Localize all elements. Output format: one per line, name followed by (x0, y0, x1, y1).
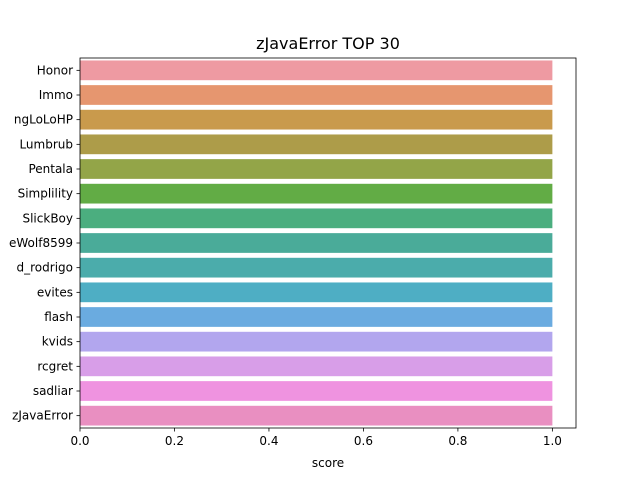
y-tick-label-2: ngLoLoHP (14, 113, 73, 127)
y-tick-label-8: d_rodrigo (17, 261, 73, 275)
y-tick-label-6: SlickBoy (22, 211, 73, 225)
bar-1 (80, 85, 553, 105)
y-tick-label-4: Pentala (28, 162, 73, 176)
x-tick-label-3: 0.6 (354, 434, 373, 448)
y-tick-label-12: rcgret (37, 359, 73, 373)
y-tick-label-14: zJavaError (12, 409, 73, 423)
bar-7 (80, 233, 553, 253)
x-tick-label-2: 0.4 (259, 434, 278, 448)
y-tick-label-0: Honor (37, 63, 73, 77)
x-ticks: 0.0 0.2 0.4 0.6 0.8 1.0 (70, 428, 562, 448)
y-tick-label-1: Immo (39, 88, 73, 102)
x-axis-label: score (312, 456, 344, 470)
x-tick-label-0: 0.0 (70, 434, 89, 448)
bar-0 (80, 60, 553, 81)
axes-spines (79, 57, 577, 429)
bar-5 (80, 183, 553, 204)
y-tick-label-10: flash (44, 310, 73, 324)
x-tick-label-1: 0.2 (165, 434, 184, 448)
y-tick-label-9: evites (37, 285, 73, 299)
bar-9 (80, 282, 553, 303)
y-tick-label-5: Simplility (18, 187, 73, 201)
y-tick-label-7: eWolf8599 (9, 236, 73, 250)
y-tick-label-11: kvids (42, 335, 73, 349)
x-tick-label-4: 0.8 (448, 434, 467, 448)
bar-13 (80, 381, 553, 401)
bar-8 (80, 257, 553, 278)
bar-12 (80, 356, 553, 377)
bar-4 (80, 159, 553, 179)
bar-11 (80, 331, 553, 352)
y-tick-labels: Honor Immo ngLoLoHP Lumbrub Pentala Simplilit… (9, 63, 80, 423)
bar-6 (80, 208, 553, 229)
x-tick-label-5: 1.0 (543, 434, 562, 448)
axes-frame (79, 57, 577, 429)
bar-14 (80, 405, 553, 426)
bar-10 (80, 307, 553, 327)
bar-2 (80, 109, 553, 130)
chart-title: zJavaError TOP 30 (256, 34, 400, 53)
y-tick-label-13: sadliar (33, 384, 73, 398)
bars-group (80, 60, 553, 426)
y-tick-label-3: Lumbrub (19, 137, 73, 151)
bar-3 (80, 134, 553, 155)
